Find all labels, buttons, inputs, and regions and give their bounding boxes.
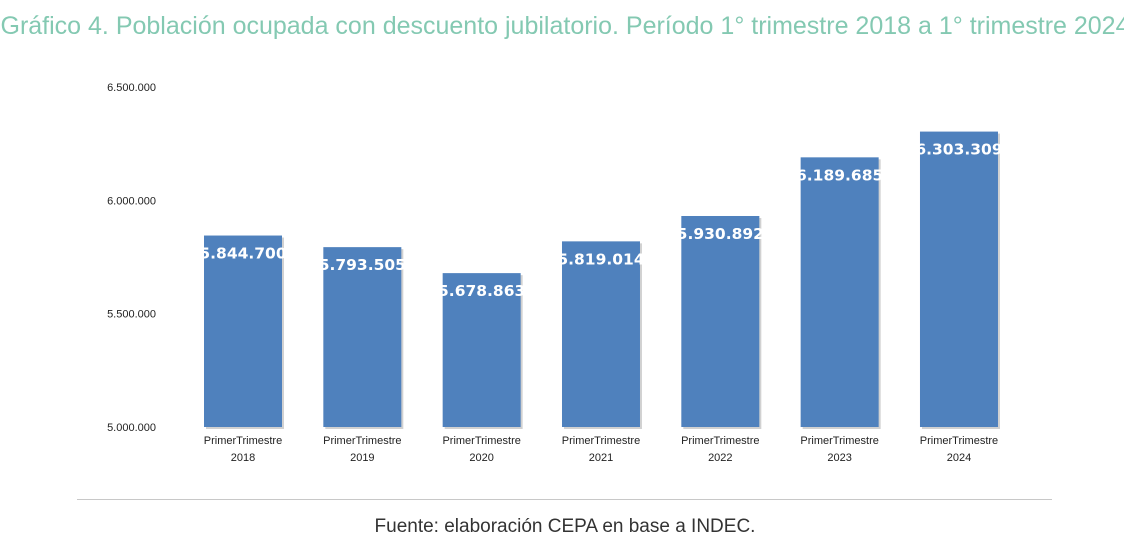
x-tick-label: 2023	[827, 452, 851, 464]
chart-title: Gráfico 4. Población ocupada con descuen…	[0, 12, 1124, 40]
x-tick-label: 2022	[708, 452, 732, 464]
bar	[323, 247, 402, 427]
bar-chart: 5.000.000 5.500.000 6.000.000 6.500.000 5.84…	[107, 82, 1002, 464]
y-tick-label: 5.000.000	[107, 422, 156, 434]
x-tick-label: PrimerTrimestre	[442, 435, 520, 447]
data-label: 6.189.685	[796, 166, 883, 184]
data-label: 5.793.505	[319, 256, 406, 274]
data-label: 5.844.700	[199, 245, 286, 263]
x-tick-label: PrimerTrimestre	[681, 435, 759, 447]
data-label: 5.678.863	[438, 282, 525, 300]
x-tick-label: PrimerTrimestre	[562, 435, 640, 447]
divider	[77, 499, 1052, 500]
x-tick-label: PrimerTrimestre	[204, 435, 282, 447]
y-tick-label: 6.000.000	[107, 195, 156, 207]
source-note: Fuente: elaboración CEPA en base a INDEC…	[374, 516, 756, 537]
x-tick-label: 2020	[469, 452, 493, 464]
bar	[800, 157, 879, 427]
y-tick-label: 5.500.000	[107, 309, 156, 321]
x-tick-label: 2021	[589, 452, 613, 464]
x-tick-label: PrimerTrimestre	[323, 435, 401, 447]
bar	[204, 235, 282, 427]
bar	[561, 241, 640, 427]
x-tick-label: PrimerTrimestre	[800, 435, 878, 447]
x-tick-label: 2018	[231, 452, 255, 464]
bar	[681, 215, 760, 427]
y-tick-label: 6.500.000	[107, 82, 156, 94]
x-tick-label: 2024	[947, 452, 971, 464]
x-tick-label: 2019	[350, 452, 374, 464]
x-tick-label: PrimerTrimestre	[920, 435, 998, 447]
data-label: 6.303.309	[915, 141, 1002, 159]
bar	[442, 273, 521, 427]
data-label: 5.930.892	[677, 225, 764, 243]
data-label: 5.819.014	[557, 250, 644, 268]
bar	[919, 131, 998, 427]
